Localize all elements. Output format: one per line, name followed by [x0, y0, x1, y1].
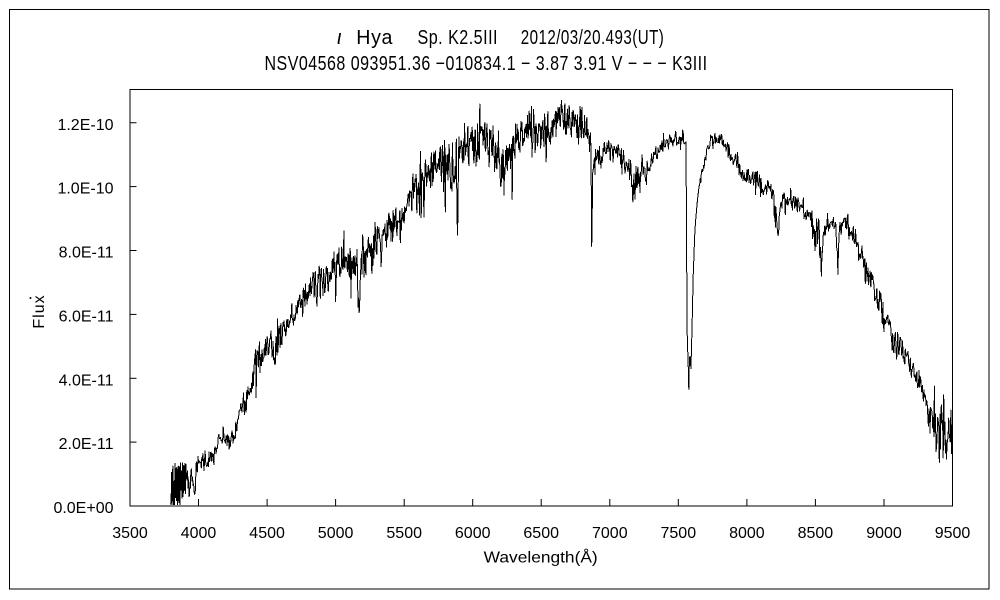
svg-text:Sp. K2.5III: Sp. K2.5III: [418, 27, 499, 49]
svg-text:Flux: Flux: [31, 294, 48, 328]
svg-text:ι: ι: [337, 27, 342, 49]
svg-text:Wavelength(Å): Wavelength(Å): [484, 548, 598, 567]
svg-text:2.0E-11: 2.0E-11: [59, 436, 114, 453]
svg-text:9000: 9000: [866, 525, 902, 542]
svg-text:4000: 4000: [181, 525, 217, 542]
svg-text:7000: 7000: [592, 525, 628, 542]
svg-text:8500: 8500: [798, 525, 834, 542]
svg-text:3500: 3500: [112, 525, 148, 542]
svg-text:5500: 5500: [386, 525, 422, 542]
svg-text:1.0E-10: 1.0E-10: [57, 181, 113, 198]
svg-text:1.2E-10: 1.2E-10: [57, 117, 113, 134]
svg-text:6500: 6500: [523, 525, 559, 542]
svg-text:2012/03/20.493(UT): 2012/03/20.493(UT): [521, 27, 665, 49]
svg-text:4500: 4500: [249, 525, 285, 542]
svg-text:6000: 6000: [455, 525, 491, 542]
svg-text:4.0E-11: 4.0E-11: [59, 372, 114, 389]
svg-text:0.0E+00: 0.0E+00: [53, 500, 113, 517]
svg-text:9500: 9500: [935, 525, 971, 542]
svg-text:Hya: Hya: [356, 27, 393, 49]
svg-text:5000: 5000: [318, 525, 354, 542]
svg-text:7500: 7500: [661, 525, 697, 542]
svg-text:8.0E-11: 8.0E-11: [59, 245, 114, 262]
svg-text:NSV04568 093951.36 −010834.1 −: NSV04568 093951.36 −010834.1 − 3.87 3.91…: [265, 53, 708, 75]
svg-text:8000: 8000: [729, 525, 765, 542]
svg-text:6.0E-11: 6.0E-11: [59, 308, 114, 325]
